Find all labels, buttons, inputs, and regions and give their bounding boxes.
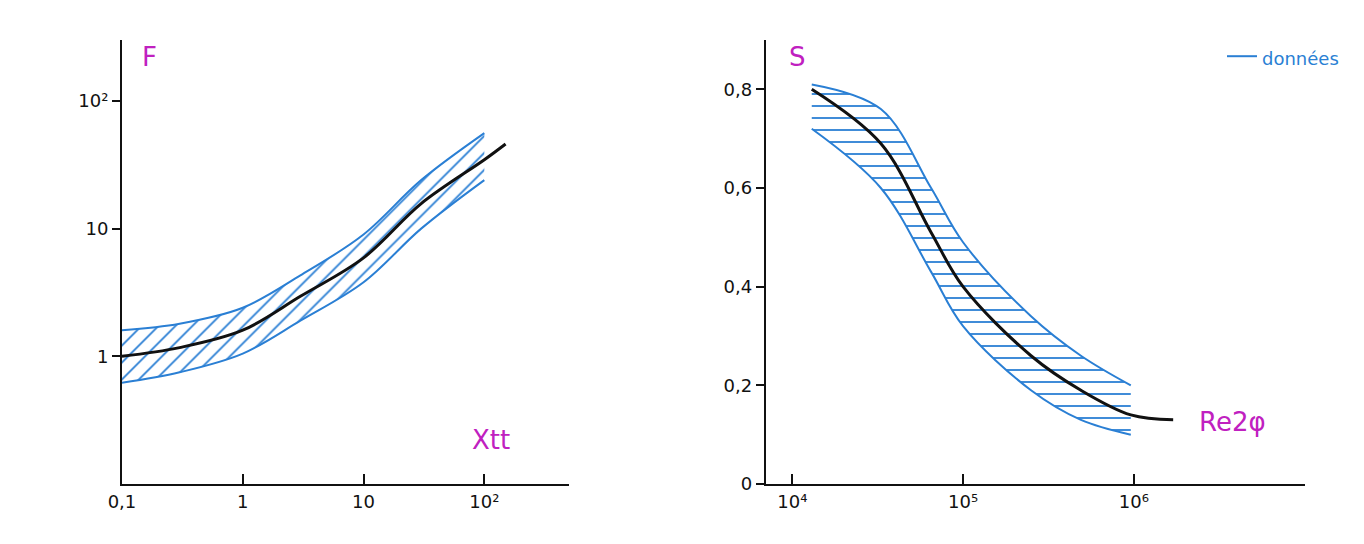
svg-text:0,2: 0,2: [724, 375, 753, 396]
svg-text:0,8: 0,8: [724, 79, 753, 100]
svg-text:1: 1: [97, 346, 108, 367]
svg-text:F: F: [142, 42, 157, 72]
svg-text:0: 0: [741, 473, 752, 494]
svg-text:10: 10: [85, 218, 108, 239]
svg-text:Re2φ: Re2φ: [1199, 407, 1266, 437]
svg-text:0,1: 0,1: [108, 491, 137, 512]
svg-text:Xtt: Xtt: [472, 425, 510, 455]
svg-text:10⁵: 10⁵: [948, 491, 978, 512]
svg-text:10²: 10²: [78, 90, 108, 111]
svg-text:1: 1: [237, 491, 248, 512]
svg-text:0,6: 0,6: [724, 177, 753, 198]
svg-text:0,4: 0,4: [724, 276, 753, 297]
svg-text:données: données: [1262, 48, 1339, 69]
svg-text:S: S: [789, 42, 806, 72]
svg-text:10: 10: [352, 491, 375, 512]
svg-text:10⁶: 10⁶: [1119, 491, 1149, 512]
svg-text:10²: 10²: [469, 491, 499, 512]
svg-text:10⁴: 10⁴: [777, 491, 807, 512]
